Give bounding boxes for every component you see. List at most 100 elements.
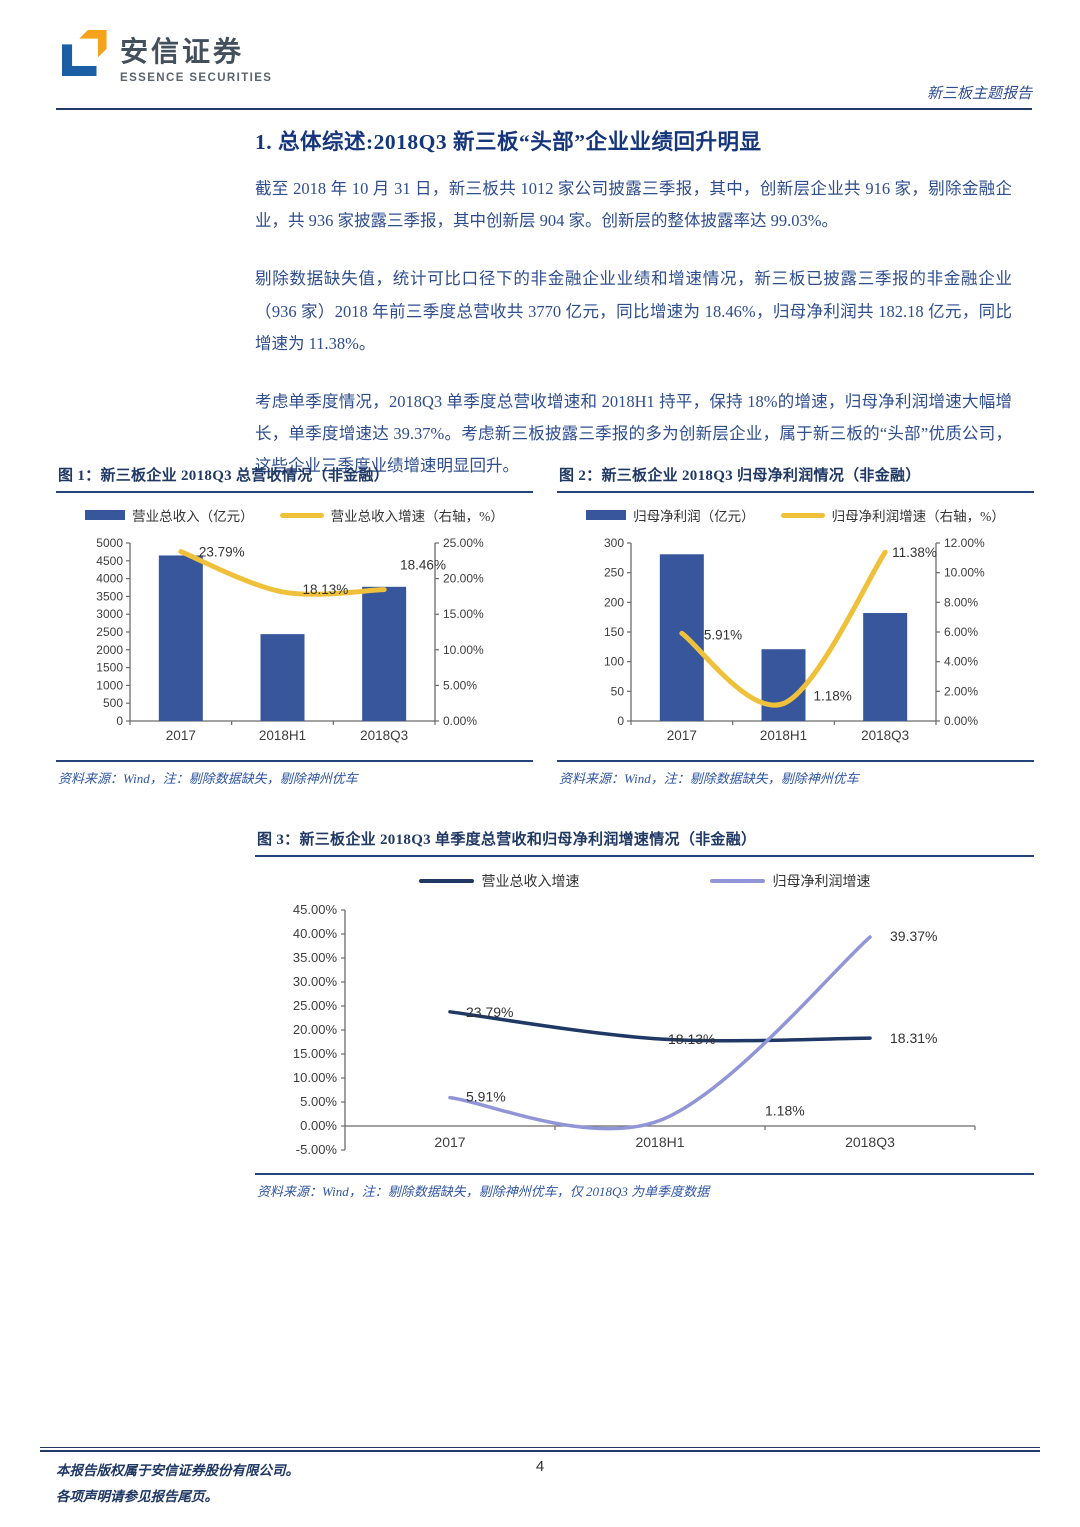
quarterly-growth-chart: -5.00% 0.00% 5.00% 10.00% 15.00% 20.00% 25.00%…: [293, 902, 976, 1157]
left-axis-label: 0: [617, 714, 624, 728]
paragraph-2: 剔除数据缺失值，统计可比口径下的非金融企业业绩和增速情况，新三板已披露三季报的非…: [255, 269, 1012, 353]
data-label: 5.91%: [466, 1089, 506, 1105]
left-axis-label: 35.00%: [293, 950, 338, 965]
series-line-0: [448, 1010, 872, 1043]
category-label: 2018H1: [259, 728, 306, 743]
right-axis-label: 15.00%: [443, 607, 484, 621]
section-title: 1. 总体综述:2018Q3 新三板“头部”企业业绩回升明显: [255, 130, 762, 154]
paragraph-1: 截至 2018 年 10 月 31 日，新三板共 1012 家公司披露三季报，其…: [255, 179, 1012, 231]
right-axis-label: 10.00%: [443, 643, 484, 657]
page-number: 4: [535, 1458, 545, 1475]
left-axis-label: 0: [116, 714, 123, 728]
figure-1-source: 资料来源：Wind，注：剔除数据缺失，剔除神州优车: [58, 771, 358, 786]
figure-2-title: 图 2：新三板企业 2018Q3 归母净利润情况（非金融）: [557, 462, 1034, 493]
left-axis-label: 50: [611, 684, 625, 698]
growth-line: [679, 549, 888, 708]
essence-securities-logo: 安信证券 ESSENCE SECURITIES: [62, 30, 272, 84]
line-swatch: [780, 512, 825, 518]
legend-item-profit-growth: 归母净利润增速: [709, 871, 871, 891]
legend-label: 营业总收入（亿元）: [132, 509, 254, 524]
legend-label: 营业总收入增速（右轴，%）: [330, 509, 504, 524]
right-axis-label: 10.00%: [944, 566, 985, 580]
left-axis-label: 25.00%: [293, 998, 338, 1013]
series-line-1: [448, 935, 872, 1131]
category-label: 2017: [434, 1134, 465, 1150]
left-axis-label: 30.00%: [293, 974, 338, 989]
footer-disclaimer: 本报告版权属于安信证券股份有限公司。 各项声明请参见报告尾页。: [56, 1458, 299, 1509]
right-axis-label: 25.00%: [443, 536, 484, 550]
legend-item-bar: 营业总收入（亿元）: [85, 505, 254, 525]
figure-1: 图 1：新三板企业 2018Q3 总营收情况（非金融） 营业总收入（亿元） 营业…: [56, 462, 533, 787]
figure-2-legend: 归母净利润（亿元） 归母净利润增速（右轴，%）: [557, 505, 1034, 525]
figure-2-divider: [557, 760, 1034, 762]
left-axis-label: 100: [604, 655, 624, 669]
figure-3-title: 图 3：新三板企业 2018Q3 单季度总营收和归母净利润增速情况（非金融）: [255, 826, 1034, 857]
left-axis-label: 10.00%: [293, 1070, 338, 1085]
bar-2018H1: [761, 649, 806, 721]
data-label: 1.18%: [814, 688, 852, 703]
category-label: 2018H1: [635, 1134, 684, 1150]
brand-name-cn: 安信证券: [120, 36, 245, 67]
legend-item-line: 归母净利润增速（右轴，%）: [780, 505, 1005, 525]
left-axis-label: 3000: [96, 607, 123, 621]
footer-divider: [40, 1447, 1040, 1452]
bar-2018Q3: [863, 613, 908, 721]
footer-line-1: 本报告版权属于安信证券股份有限公司。: [56, 1463, 299, 1478]
bar-2018Q3: [362, 586, 407, 721]
left-axis-label: 4500: [96, 554, 123, 568]
left-axis-label: 5000: [96, 536, 123, 550]
footer-line-2: 各项声明请参见报告尾页。: [56, 1488, 218, 1504]
data-label: 23.79%: [199, 545, 245, 560]
brand-name-en: ESSENCE SECURITIES: [120, 72, 273, 84]
left-axis-label: 150: [604, 625, 624, 639]
brand-text: 安信证券 ESSENCE SECURITIES: [120, 30, 272, 84]
category-label: 2018Q3: [360, 728, 408, 743]
right-axis-label: 6.00%: [944, 625, 978, 639]
revenue-chart: 0 500 1000 1500 2000 2500 3000 3500 4000 4500 5000…: [96, 536, 484, 743]
bar-swatch: [586, 510, 627, 520]
legend-label: 归母净利润增速: [772, 875, 871, 890]
left-axis-label: 2500: [96, 625, 123, 639]
line-swatch: [709, 879, 765, 883]
figure-3: 图 3：新三板企业 2018Q3 单季度总营收和归母净利润增速情况（非金融） 营…: [255, 826, 1034, 1200]
figure-3-divider: [255, 1173, 1034, 1175]
right-axis-label: 5.00%: [443, 678, 477, 692]
figure-1-divider: [56, 760, 533, 762]
data-label: 18.31%: [890, 1030, 937, 1046]
legend-item-revenue-growth: 营业总收入增速: [418, 871, 580, 891]
section-overview: 1. 总体综述:2018Q3 新三板“头部”企业业绩回升明显 截至 2018 年…: [255, 125, 1012, 482]
left-axis-label: 250: [604, 566, 624, 580]
left-axis-label: 40.00%: [293, 926, 338, 941]
data-label: 18.13%: [303, 582, 349, 597]
report-type-label: 新三板主题报告: [926, 86, 1032, 102]
figure-3-legend: 营业总收入增速 归母净利润增速: [255, 871, 1034, 891]
paragraph-3: 考虑单季度情况，2018Q3 单季度总营收增速和 2018H1 持平，保持 18…: [255, 391, 1012, 476]
category-label: 2018Q3: [861, 728, 909, 743]
left-axis-label: 1500: [96, 661, 123, 675]
data-label: 18.13%: [668, 1031, 715, 1047]
right-axis-label: 2.00%: [944, 684, 978, 698]
data-label: 23.79%: [466, 1004, 513, 1020]
left-axis-label: 4000: [96, 572, 123, 586]
category-label: 2018H1: [760, 728, 807, 743]
right-axis-label: 12.00%: [944, 536, 985, 550]
line-swatch: [418, 879, 474, 883]
left-axis-label: 5.00%: [300, 1094, 337, 1109]
logo-mark-icon: [62, 30, 107, 76]
right-axis-label: 4.00%: [944, 655, 978, 669]
figure-3-source: 资料来源：Wind，注：剔除数据缺失，剔除神州优车，仅 2018Q3 为单季度数…: [257, 1184, 710, 1199]
left-axis-label: -5.00%: [296, 1142, 338, 1157]
right-axis-label: 20.00%: [443, 572, 484, 586]
legend-label: 营业总收入增速: [481, 875, 580, 890]
left-axis-label: 200: [604, 595, 624, 609]
data-label: 18.46%: [400, 558, 446, 573]
legend-label: 归母净利润增速（右轴，%）: [831, 509, 1005, 524]
data-label: 39.37%: [890, 928, 937, 944]
data-label: 1.18%: [765, 1102, 805, 1118]
category-label: 2017: [667, 728, 697, 743]
bar-swatch: [85, 510, 126, 520]
legend-item-bar: 归母净利润（亿元）: [586, 505, 755, 525]
figure-1-legend: 营业总收入（亿元） 营业总收入增速（右轴，%）: [56, 505, 533, 525]
figure-row: 图 1：新三板企业 2018Q3 总营收情况（非金融） 营业总收入（亿元） 营业…: [56, 462, 1034, 787]
legend-label: 归母净利润（亿元）: [633, 509, 755, 524]
